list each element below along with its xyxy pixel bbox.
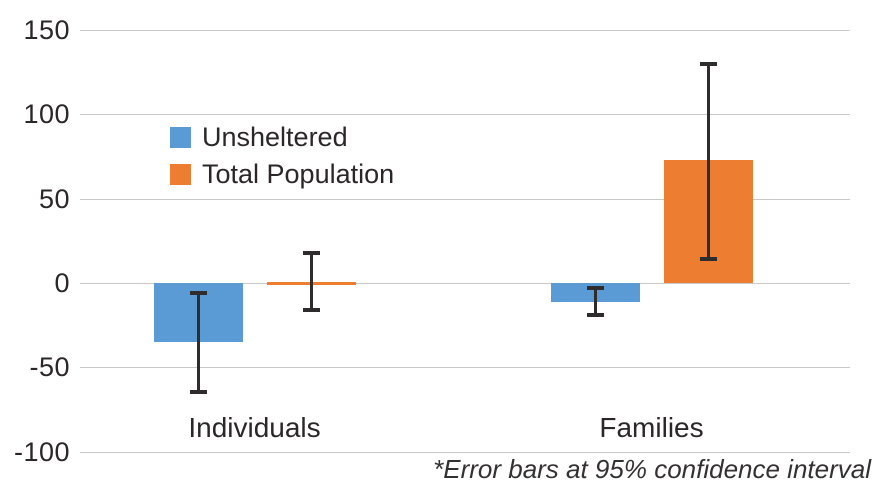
error-bar-families-total-population-bottom-cap: [699, 257, 717, 262]
x-axis-label-families: Families: [599, 412, 704, 443]
x-axis-label-individuals: Individuals: [188, 412, 321, 443]
y-tick-label-150: 150: [23, 15, 70, 46]
y-tick-label-100: 100: [23, 99, 70, 130]
error-bars-footnote: *Error bars at 95% confidence interval: [433, 454, 871, 484]
error-bar-families-total-population: [706, 62, 710, 262]
legend: Unsheltered Total Population: [170, 119, 394, 193]
legend-item-unsheltered: Unsheltered: [170, 119, 394, 156]
gridline--50: [80, 367, 850, 369]
legend-swatch-unsheltered: [170, 127, 191, 148]
y-tick-label-0: 0: [54, 268, 70, 298]
gridline-50: [80, 198, 850, 200]
error-bar-individuals-total-population-top-cap: [302, 250, 320, 255]
legend-swatch-total-population: [170, 164, 191, 185]
y-tick-label--100: -100: [13, 436, 70, 467]
gridline--100: [80, 451, 850, 453]
gridline-0: [80, 283, 850, 284]
error-bar-families-unsheltered-bottom-cap: [586, 312, 604, 317]
y-tick-label-50: 50: [38, 183, 70, 214]
legend-item-total-population: Total Population: [170, 156, 394, 193]
error-bar-individuals-total-population-bottom-cap: [302, 307, 320, 312]
error-bar-individuals-unsheltered: [196, 291, 200, 395]
error-bar-families-unsheltered-top-cap: [586, 286, 604, 291]
error-bar-individuals-total-population: [309, 250, 313, 312]
error-bar-families-unsheltered: [593, 286, 597, 317]
y-tick-label--50: -50: [29, 352, 70, 383]
gridline-150: [80, 30, 850, 32]
legend-label-unsheltered: Unsheltered: [202, 122, 348, 152]
error-bar-individuals-unsheltered-bottom-cap: [189, 390, 207, 395]
legend-label-total-population: Total Population: [202, 159, 395, 189]
gridline-100: [80, 114, 850, 116]
error-bar-individuals-unsheltered-top-cap: [189, 291, 207, 296]
error-bar-families-total-population-top-cap: [699, 62, 717, 67]
